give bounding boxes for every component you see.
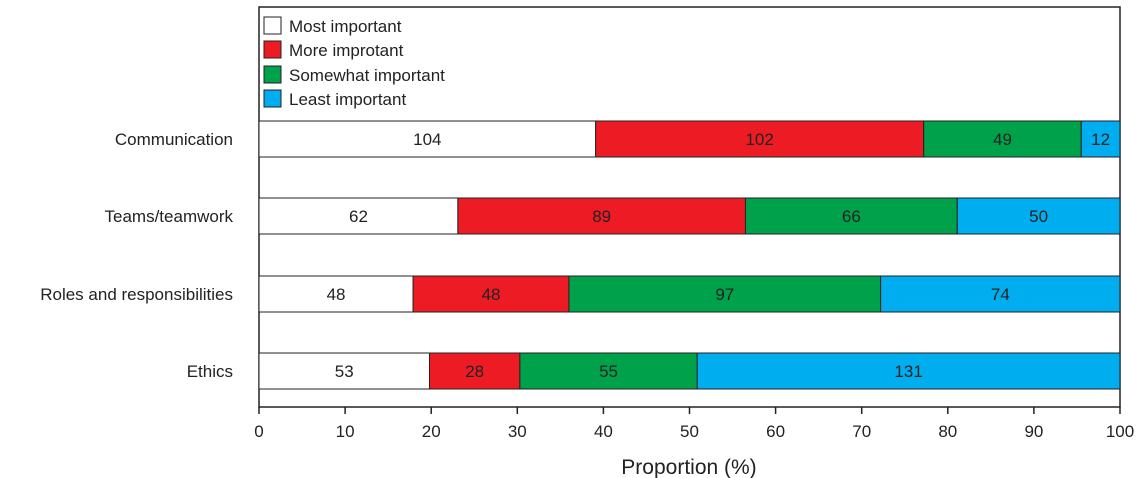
bar-value-label: 104: [413, 130, 441, 149]
category-label: Roles and responsibilities: [40, 285, 233, 304]
bar-value-label: 74: [991, 285, 1010, 304]
bar-communication-most-important: [258, 120, 597, 158]
bar-value-label: 48: [327, 285, 346, 304]
x-tick-label: 40: [594, 422, 613, 441]
bar-ethics-somewhat-important: [519, 352, 698, 390]
category-labels: Communication Teams/teamwork Roles and res…: [40, 130, 233, 381]
bar-roles-and-responsibilities-more-improtant: [412, 275, 570, 313]
x-tick-label: 20: [422, 422, 441, 441]
x-tick-label: 0: [254, 422, 263, 441]
bar-value-label: 102: [745, 130, 773, 149]
bar-teams-teamwork-more-improtant: [457, 197, 746, 235]
bar-roles-and-responsibilities-somewhat-important: [568, 275, 882, 313]
bar-value-label: 53: [335, 362, 354, 381]
legend: Most important More improtant Somewhat imp…: [263, 16, 445, 109]
bar-value-label: 97: [715, 285, 734, 304]
x-axis-title: Proportion (%): [621, 456, 756, 478]
x-tick-label: 100: [1106, 422, 1134, 441]
x-tick-label: 30: [508, 422, 527, 441]
legend-label: Most important: [289, 17, 402, 36]
legend-label: Least important: [289, 90, 406, 109]
category-label: Ethics: [187, 362, 233, 381]
category-label: Teams/teamwork: [105, 207, 234, 226]
x-tick-label: 10: [336, 422, 355, 441]
bars-layer: 104 102 49 12 62 89 66 50 48 48 97 74 53 28 55 131: [258, 120, 1121, 390]
bar-value-label: 48: [482, 285, 501, 304]
bar-teams-teamwork-somewhat-important: [744, 197, 958, 235]
x-axis-ticks: 0 10 20 30 40 50 60 70 80 90 100: [254, 407, 1134, 441]
bar-value-label: 12: [1091, 130, 1110, 149]
x-tick-label: 90: [1024, 422, 1043, 441]
bar-value-label: 131: [894, 362, 922, 381]
x-tick-label: 70: [852, 422, 871, 441]
x-tick-label: 80: [938, 422, 957, 441]
x-tick-label: 60: [766, 422, 785, 441]
bar-ethics-more-improtant: [428, 352, 521, 390]
bar-teams-teamwork-most-important: [258, 197, 459, 235]
legend-label: Somewhat important: [289, 66, 445, 85]
bar-ethics-least-important: [696, 352, 1121, 390]
bar-value-label: 28: [465, 362, 484, 381]
bar-value-label: 50: [1029, 207, 1048, 226]
bar-roles-and-responsibilities-least-important: [880, 275, 1121, 313]
bar-value-label: 89: [592, 207, 611, 226]
bar-communication-more-improtant: [595, 120, 925, 158]
legend-label: More improtant: [289, 41, 404, 60]
legend-swatch-somewhat-important: [263, 65, 282, 84]
bar-value-label: 66: [842, 207, 861, 226]
category-label: Communication: [115, 130, 233, 149]
bar-ethics-most-important: [258, 352, 430, 390]
bar-teams-teamwork-least-important: [956, 197, 1121, 235]
legend-swatch-most-important: [263, 16, 282, 35]
x-tick-label: 50: [680, 422, 699, 441]
legend-swatch-more-improtant: [263, 40, 282, 59]
bar-communication-least-important: [1080, 120, 1121, 158]
bar-roles-and-responsibilities-most-important: [258, 275, 414, 313]
bar-value-label: 49: [993, 130, 1012, 149]
bar-value-label: 62: [349, 207, 368, 226]
legend-swatch-least-important: [263, 89, 282, 108]
bar-value-label: 55: [599, 362, 618, 381]
